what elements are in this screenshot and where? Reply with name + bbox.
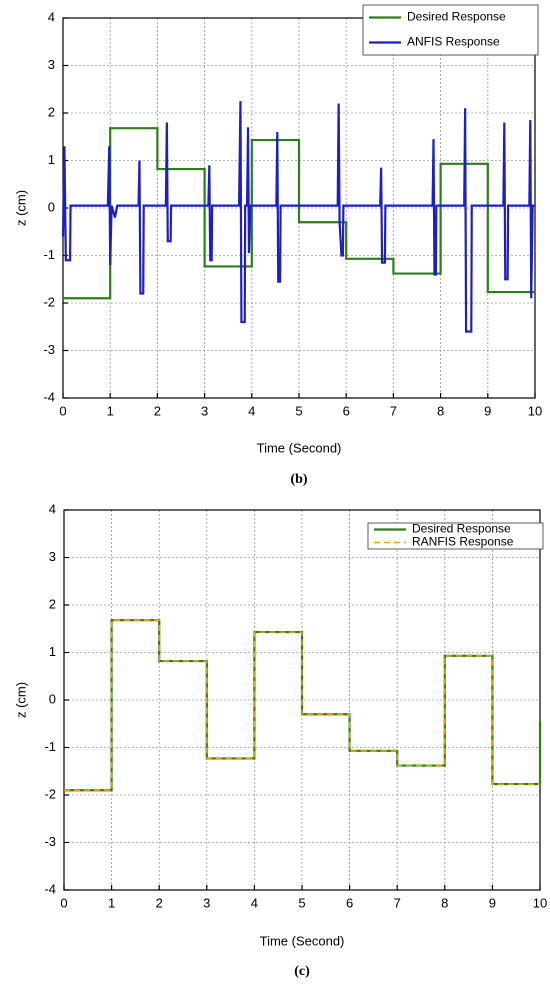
legend-box xyxy=(362,4,539,56)
x-tick-label: 9 xyxy=(484,403,491,418)
y-tick-label: -1 xyxy=(44,739,56,754)
data-line xyxy=(63,127,535,300)
y-tick-label: 3 xyxy=(49,549,56,564)
x-tick-label: 1 xyxy=(108,895,115,910)
y-tick-label: 1 xyxy=(48,152,55,167)
caption: (c) xyxy=(294,964,310,979)
x-tick-label: 10 xyxy=(528,403,542,418)
y-tick-label: -2 xyxy=(43,294,55,309)
x-tick-label: 5 xyxy=(298,895,305,910)
y-tick-label: 2 xyxy=(49,596,56,611)
x-axis-label: Time (Second) xyxy=(257,440,342,455)
plot-frame xyxy=(63,509,541,891)
x-tick-label: 6 xyxy=(343,403,350,418)
legend-label: RANFIS Response xyxy=(412,535,514,549)
x-tick-label: 0 xyxy=(59,403,66,418)
y-tick-label: 2 xyxy=(48,104,55,119)
y-tick-label: -2 xyxy=(44,786,56,801)
y-tick-label: 1 xyxy=(49,644,56,659)
y-tick-label: -4 xyxy=(44,881,56,896)
x-tick-label: 3 xyxy=(203,895,210,910)
x-tick-label: 7 xyxy=(394,895,401,910)
caption: (b) xyxy=(290,472,307,487)
x-tick-label: 4 xyxy=(251,895,258,910)
y-tick-label: 0 xyxy=(49,691,56,706)
x-tick-label: 4 xyxy=(248,403,255,418)
y-tick-label: 4 xyxy=(48,9,55,24)
legend: Desired Response ANFIS Response xyxy=(362,4,539,56)
y-tick-label: -3 xyxy=(44,834,56,849)
y-tick-label: 4 xyxy=(49,501,56,516)
x-tick-label: 3 xyxy=(201,403,208,418)
x-tick-label: 6 xyxy=(346,895,353,910)
x-tick-label: 9 xyxy=(489,895,496,910)
y-tick-label: 0 xyxy=(48,199,55,214)
y-tick-label: 3 xyxy=(48,57,55,72)
x-axis-label: Time (Second) xyxy=(260,933,345,948)
y-tick-label: -3 xyxy=(43,342,55,357)
x-tick-label: 2 xyxy=(156,895,163,910)
legend-label: Desired Response xyxy=(407,10,506,24)
data-line xyxy=(61,101,535,333)
y-tick-label: -4 xyxy=(43,389,55,404)
x-tick-label: 8 xyxy=(437,403,444,418)
legend-label: ANFIS Response xyxy=(407,35,500,49)
x-tick-label: 10 xyxy=(533,895,547,910)
x-tick-label: 0 xyxy=(60,895,67,910)
x-tick-label: 8 xyxy=(441,895,448,910)
x-tick-label: 7 xyxy=(390,403,397,418)
legend-label: Desired Response xyxy=(412,522,511,536)
y-axis-label: z (cm) xyxy=(13,682,28,718)
y-tick-label: -1 xyxy=(43,247,55,262)
x-tick-label: 1 xyxy=(107,403,114,418)
legend-box xyxy=(367,522,544,550)
x-tick-label: 5 xyxy=(295,403,302,418)
x-tick-label: 2 xyxy=(154,403,161,418)
data-line xyxy=(64,619,540,791)
y-axis-label: z (cm) xyxy=(13,190,28,226)
